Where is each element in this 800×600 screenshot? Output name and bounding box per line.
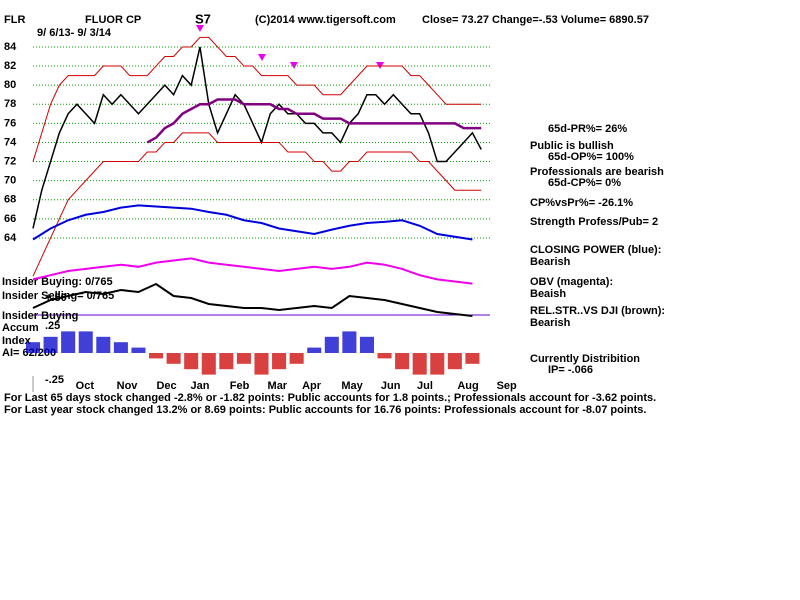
y-tick-label: 78 bbox=[4, 98, 16, 110]
price-line bbox=[146, 98, 482, 144]
accum-bar bbox=[61, 331, 76, 353]
accum-bar bbox=[113, 342, 128, 353]
accum-bar bbox=[78, 331, 93, 353]
y-tick-label: 66 bbox=[4, 213, 16, 225]
accum-bar bbox=[149, 353, 164, 359]
x-tick-label: Mar bbox=[268, 380, 288, 392]
y-tick-label: 80 bbox=[4, 79, 16, 91]
side-note: 65d-PR%= 26% bbox=[548, 123, 627, 135]
x-tick-label: May bbox=[341, 380, 363, 392]
side-note: 65d-OP%= 100% bbox=[548, 151, 634, 163]
side-note: Professionals are bearish bbox=[530, 166, 664, 178]
accum-bar bbox=[359, 336, 374, 353]
footer-line: For Last 65 days stock changed -2.8% or … bbox=[4, 392, 656, 404]
x-tick-label: Sep bbox=[497, 380, 517, 392]
copyright: (C)2014 www.tigersoft.com bbox=[255, 14, 396, 26]
y-tick-label: 74 bbox=[4, 136, 17, 148]
accum-bar bbox=[430, 353, 445, 375]
y-tick-label: 82 bbox=[4, 60, 16, 72]
side-note: REL.STR..VS DJI (brown): bbox=[530, 305, 665, 317]
side-note: Beaish bbox=[530, 288, 566, 300]
x-tick-label: Nov bbox=[117, 380, 139, 392]
side-note: CLOSING POWER (blue): bbox=[530, 244, 661, 256]
footer-line: For Last year stock changed 13.2% or 8.6… bbox=[4, 404, 646, 416]
side-note: OBV (magenta): bbox=[530, 276, 613, 288]
accum-tick-label: .25 bbox=[45, 320, 60, 332]
y-tick-label: 70 bbox=[4, 175, 16, 187]
quote: Close= 73.27 Change=-.53 Volume= 6890.57 bbox=[422, 14, 649, 26]
left-label: Insider Buying bbox=[2, 310, 78, 322]
x-tick-label: Jan bbox=[190, 380, 209, 392]
left-label: Index bbox=[2, 335, 32, 347]
price-line bbox=[32, 132, 482, 277]
y-tick-label: 84 bbox=[4, 41, 17, 53]
x-tick-label: Apr bbox=[302, 380, 322, 392]
accum-bar bbox=[377, 353, 392, 359]
accum-bar bbox=[342, 331, 357, 353]
accum-bar bbox=[447, 353, 462, 370]
accum-bar bbox=[324, 336, 339, 353]
x-tick-label: Oct bbox=[76, 380, 95, 392]
signal: S7 bbox=[195, 11, 211, 26]
side-note: CP%vsPr%= -26.1% bbox=[530, 197, 633, 209]
accum-bar bbox=[43, 336, 58, 353]
accum-bar bbox=[236, 353, 251, 364]
accum-bar bbox=[166, 353, 181, 364]
accum-bar bbox=[289, 353, 304, 364]
y-tick-label: 64 bbox=[4, 232, 17, 244]
accum-bar bbox=[412, 353, 427, 375]
accum-bar bbox=[254, 353, 269, 375]
x-tick-label: Aug bbox=[457, 380, 478, 392]
date-range: 9/ 6/13- 9/ 3/14 bbox=[37, 27, 112, 39]
accum-bar bbox=[25, 342, 41, 353]
indicator-line bbox=[32, 282, 473, 317]
left-label: Accum bbox=[2, 322, 39, 334]
accum-tick-label: -.25 bbox=[45, 374, 64, 386]
x-tick-label: Jun bbox=[381, 380, 401, 392]
company: FLUOR CP bbox=[85, 14, 141, 26]
indicator-line bbox=[32, 204, 473, 241]
accum-bar bbox=[395, 353, 410, 370]
accum-bar bbox=[272, 353, 287, 370]
price-line bbox=[32, 36, 482, 162]
signal-arrows bbox=[196, 25, 384, 69]
left-label: Insider Buying: 0/765 bbox=[2, 276, 113, 288]
x-tick-label: Dec bbox=[156, 380, 176, 392]
accum-bar bbox=[465, 353, 480, 364]
accum-bar bbox=[219, 353, 234, 370]
accum-bar bbox=[201, 353, 216, 375]
symbol: FLR bbox=[4, 14, 25, 26]
side-note: Public is bullish bbox=[530, 140, 614, 152]
side-note: Bearish bbox=[530, 317, 571, 329]
y-tick-label: 76 bbox=[4, 117, 16, 129]
side-note: 65d-CP%= 0% bbox=[548, 177, 621, 189]
x-tick-label: Jul bbox=[417, 380, 433, 392]
side-note: Strength Profess/Pub= 2 bbox=[530, 216, 658, 228]
accum-bar bbox=[184, 353, 199, 370]
side-note: Bearish bbox=[530, 256, 571, 268]
side-note: IP= -.066 bbox=[548, 364, 593, 376]
x-tick-label: Feb bbox=[230, 380, 250, 392]
accum-bar bbox=[96, 336, 111, 353]
accum-bar bbox=[307, 347, 322, 353]
y-tick-label: 72 bbox=[4, 155, 16, 167]
side-note: Currently Distribition bbox=[530, 353, 640, 365]
y-tick-label: 68 bbox=[4, 194, 16, 206]
indicator-line bbox=[32, 257, 473, 285]
price-line bbox=[32, 46, 482, 229]
accum-bar bbox=[131, 347, 146, 353]
